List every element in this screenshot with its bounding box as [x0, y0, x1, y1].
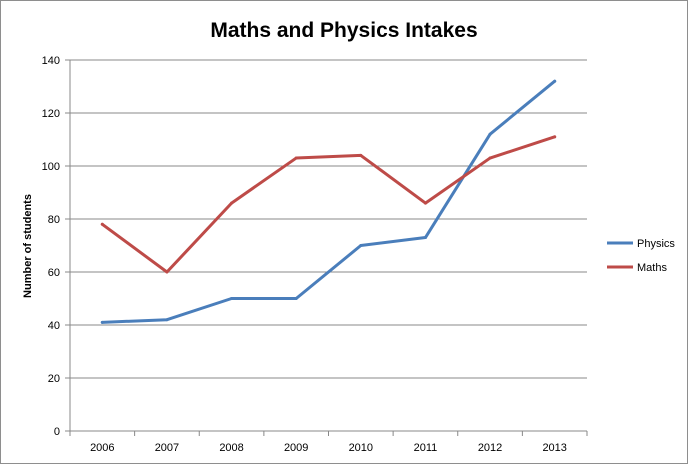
data-point-maths	[165, 270, 169, 274]
data-point-maths	[230, 201, 234, 205]
data-point-physics	[100, 320, 104, 324]
data-point-physics	[165, 318, 169, 322]
data-point-physics	[423, 236, 427, 240]
series-lines	[100, 79, 557, 324]
y-tick-label: 80	[48, 214, 60, 226]
chart-title: Maths and Physics Intakes	[210, 19, 477, 42]
x-tick-label: 2007	[155, 442, 179, 454]
data-point-physics	[230, 297, 234, 300]
data-point-maths	[423, 201, 427, 205]
legend-label-maths: Maths	[637, 262, 667, 274]
y-tick-label: 60	[48, 267, 60, 279]
gridlines	[70, 59, 587, 379]
axes	[65, 59, 588, 436]
data-point-maths	[553, 135, 557, 139]
y-tick-label: 40	[48, 320, 60, 332]
data-point-maths	[488, 156, 492, 160]
data-point-physics	[294, 297, 298, 300]
data-point-maths	[294, 156, 298, 160]
y-tick-label: 0	[54, 426, 60, 438]
data-point-physics	[488, 132, 492, 136]
y-tick-label: 20	[48, 373, 60, 385]
y-tick-label: 120	[42, 108, 60, 120]
data-point-maths	[100, 222, 104, 226]
y-tick-label: 100	[42, 161, 60, 173]
x-tick-label: 2010	[349, 442, 373, 454]
y-axis-label: Number of students	[22, 194, 34, 298]
data-point-maths	[359, 153, 363, 157]
data-point-physics	[553, 79, 557, 83]
x-tick-label: 2006	[90, 442, 114, 454]
tick-labels: 0 20 40 60 80 100 120 140 2006 2007 2008 2009 2010 20…	[42, 55, 567, 454]
x-tick-label: 2009	[284, 442, 308, 454]
x-tick-label: 2008	[219, 442, 243, 454]
x-tick-label: 2011	[414, 442, 438, 454]
data-point-physics	[359, 244, 363, 247]
series-line-maths	[100, 135, 557, 274]
series-line-physics	[100, 79, 557, 324]
x-tick-label: 2012	[478, 442, 502, 454]
y-tick-label: 140	[42, 55, 60, 67]
legend-label-physics: Physics	[637, 238, 675, 250]
x-tick-label: 2013	[542, 442, 566, 454]
legend: Physics Maths	[607, 238, 675, 274]
